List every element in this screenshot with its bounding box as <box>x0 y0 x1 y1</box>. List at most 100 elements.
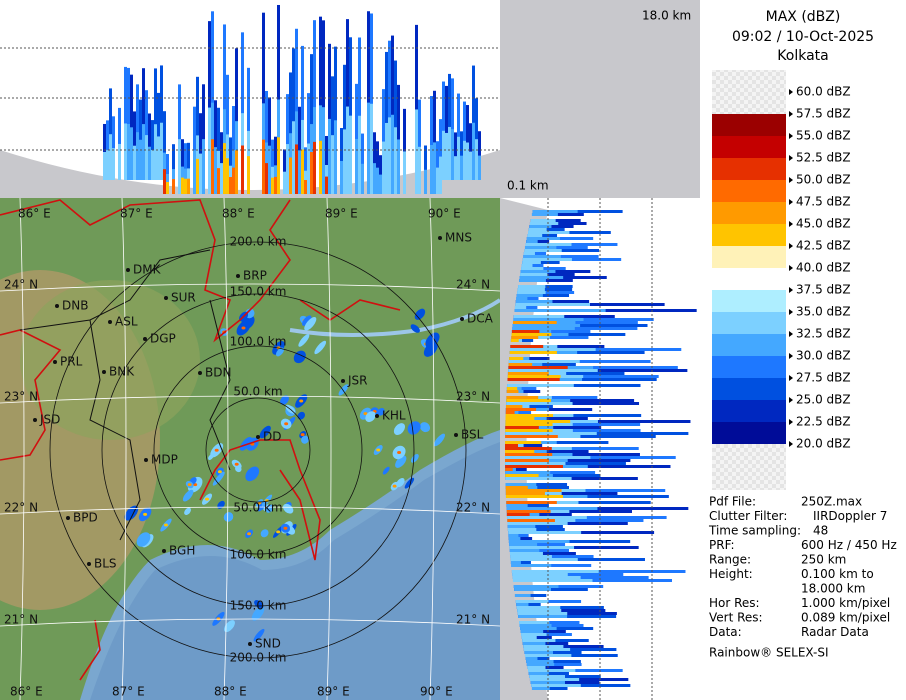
echo-column <box>340 161 343 194</box>
echo <box>301 435 309 444</box>
echo-column <box>118 143 121 180</box>
echo-row <box>516 294 543 297</box>
info-label: Data: <box>709 625 742 639</box>
city-dot <box>33 418 37 422</box>
echo-column <box>355 138 358 194</box>
echo-column <box>346 106 349 194</box>
echo-row <box>509 543 538 546</box>
echo <box>260 529 269 538</box>
city-dot <box>454 433 458 437</box>
city-dot <box>198 371 202 375</box>
city-label: DCA <box>467 312 494 326</box>
echo-column <box>220 163 223 194</box>
echo-core <box>505 495 563 498</box>
echo-column <box>103 151 106 180</box>
echo-column <box>472 65 475 180</box>
info-value: Radar Data <box>801 625 869 639</box>
echo-column <box>214 147 217 194</box>
echo-core <box>508 366 568 369</box>
echo-row <box>508 360 580 363</box>
echo-row <box>523 255 561 258</box>
echo-core <box>235 150 238 194</box>
top-echoes <box>103 4 481 195</box>
echo-column <box>331 135 334 194</box>
parallel <box>0 506 500 515</box>
echo-column <box>310 54 313 194</box>
range-ring <box>101 293 415 607</box>
echo-column <box>424 169 427 194</box>
meridian <box>429 198 435 700</box>
echo-row <box>528 231 570 234</box>
echo-column <box>394 127 397 194</box>
echo-row <box>505 471 551 474</box>
echo-column <box>418 146 421 194</box>
latitude-label: 24° N <box>4 278 38 292</box>
echo-row <box>508 369 598 372</box>
echo-core <box>241 145 244 194</box>
legend-label: 40.0 dBZ <box>796 261 851 275</box>
echo-column <box>391 114 394 194</box>
echo-row <box>507 384 574 387</box>
info-label: Pdf File: <box>709 495 756 509</box>
echo <box>208 454 214 460</box>
echo-row <box>525 657 538 660</box>
city-label: ASL <box>115 315 138 329</box>
legend-pointer <box>789 243 793 249</box>
city-label: DMK <box>133 263 162 277</box>
echo-column <box>403 151 406 194</box>
echo-core <box>506 399 551 402</box>
range-label: 50.0 km <box>233 385 282 399</box>
echo-row <box>519 276 564 279</box>
echo-column <box>103 123 106 180</box>
echo-column <box>430 145 433 194</box>
echo-column <box>361 163 364 194</box>
echo-row <box>512 324 648 327</box>
city-dot <box>87 562 91 566</box>
echo-core <box>505 417 535 420</box>
echo-row <box>517 288 545 291</box>
echo-row <box>508 537 521 540</box>
legend-pointer <box>789 419 793 425</box>
echo-row <box>505 477 572 480</box>
echo-column <box>202 139 205 194</box>
echo <box>224 620 235 633</box>
legend-label: 32.5 dBZ <box>796 327 851 341</box>
echo-row <box>528 672 549 675</box>
echo-core <box>247 156 250 194</box>
longitude-label: 90° E <box>420 685 453 699</box>
legend-label: 55.0 dBZ <box>796 129 851 143</box>
latitude-label: 22° N <box>4 501 38 515</box>
echo-row <box>522 261 541 264</box>
parallel <box>0 395 500 404</box>
echo-column <box>136 132 139 180</box>
echo <box>414 308 426 320</box>
echo-core <box>232 167 235 194</box>
echo-column <box>127 123 130 180</box>
echo-core <box>507 372 549 375</box>
parallel <box>0 283 500 292</box>
echo-column <box>439 156 442 194</box>
legend-swatch <box>712 224 786 246</box>
legend-label: 22.5 dBZ <box>796 415 851 429</box>
echo-row <box>509 546 639 549</box>
range-label: 200.0 km <box>230 235 287 249</box>
echo-column <box>322 107 325 194</box>
echo-core <box>392 484 397 488</box>
range-label: 50.0 km <box>233 501 282 515</box>
legend-label: 42.5 dBZ <box>796 239 851 253</box>
echo-column <box>145 135 148 180</box>
city-dot <box>236 274 240 278</box>
echo-core <box>205 497 210 501</box>
echo-column <box>193 150 196 194</box>
datetime: 09:02 / 10-Oct-2025 <box>732 29 874 45</box>
echo-row <box>507 528 537 531</box>
legend-label: 52.5 dBZ <box>796 151 851 165</box>
info-value: 48 <box>813 524 828 538</box>
legend-pointer <box>789 397 793 403</box>
map <box>0 198 500 700</box>
echo-core <box>505 411 515 414</box>
latitude-label: 23° N <box>456 390 490 404</box>
echo <box>395 455 407 468</box>
range-label: 100.0 km <box>230 548 287 562</box>
footer: Rainbow® SELEX-SI <box>709 646 829 660</box>
